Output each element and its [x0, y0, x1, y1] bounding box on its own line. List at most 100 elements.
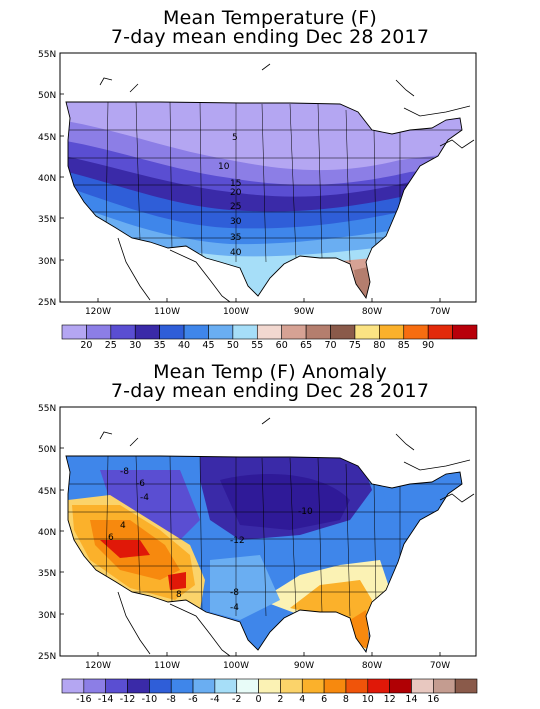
colorbar-label: -2 [231, 694, 242, 705]
colorbar-swatch [323, 678, 347, 694]
colorbar-swatch [236, 678, 259, 694]
contour-label: -12 [230, 536, 245, 546]
colorbar-label: -12 [119, 694, 136, 705]
lat-label: 35N [38, 215, 56, 225]
colorbar-swatch [452, 324, 478, 340]
colorbar-label: -4 [210, 694, 220, 705]
colorbar-label: 8 [342, 694, 349, 705]
contour-label: 20 [230, 188, 242, 198]
lon-label: 90W [294, 661, 314, 671]
lat-label: 40N [38, 174, 56, 184]
colorbar-label: 85 [397, 340, 410, 351]
top-contour-labels: 5 10 15 20 25 30 35 40 [218, 133, 242, 258]
contour-label: -4 [230, 603, 239, 613]
colorbar-swatch [354, 324, 380, 340]
lon-label: 100W [223, 661, 249, 671]
contour-label: 25 [230, 202, 241, 212]
top-ticks [60, 93, 441, 302]
colorbar-swatch [433, 678, 456, 694]
top-border-lines [99, 63, 475, 303]
lat-label: 40N [38, 528, 56, 538]
colorbar-label: 90 [422, 340, 435, 351]
contour-label: 15 [230, 179, 241, 189]
bottom-lat-labels: 55N 50N 45N 40N 35N 30N 25N [38, 404, 56, 662]
top-lat-labels: 55N 50N 45N 40N 35N 30N 25N [38, 50, 56, 308]
colorbar-label: -14 [97, 694, 114, 705]
lat-label: 55N [38, 50, 56, 60]
colorbar-label: 16 [427, 694, 440, 705]
colorbar-label: 4 [299, 694, 306, 705]
colorbar-swatch [83, 678, 106, 694]
colorbar-label: -10 [141, 694, 158, 705]
colorbar-swatch [379, 324, 405, 340]
contour-label: 4 [120, 521, 126, 531]
lat-label: 50N [38, 91, 56, 101]
colorbar-swatch [345, 678, 369, 694]
lon-label: 100W [223, 307, 249, 317]
colorbar-label: 6 [321, 694, 328, 705]
contour-label: 10 [218, 162, 230, 172]
lon-label: 70W [430, 661, 450, 671]
lon-label: 110W [154, 307, 180, 317]
colorbar-swatch [301, 678, 325, 694]
colorbar-label: -16 [76, 694, 92, 705]
colorbar-swatch [427, 324, 453, 340]
colorbar-label: 0 [255, 694, 262, 705]
bottom-border-lines [99, 417, 475, 657]
colorbar-swatch [192, 678, 216, 694]
lat-label: 35N [38, 569, 56, 579]
colorbar-label: 75 [348, 340, 361, 351]
colorbar-swatch [389, 678, 412, 694]
colorbar-swatch [258, 678, 281, 694]
colorbar-swatch [454, 678, 478, 694]
top-map-subtitle: 7-day mean ending Dec 28 2017 [110, 26, 430, 48]
colorbar-swatch [403, 324, 429, 340]
lat-label: 30N [38, 257, 56, 267]
bottom-colorbar [61, 678, 478, 694]
contour-label: 35 [230, 233, 241, 243]
lon-label: 120W [85, 661, 111, 671]
colorbar-swatch [61, 678, 85, 694]
colorbar-swatch [149, 678, 172, 694]
colorbar-label: 50 [226, 340, 239, 351]
lon-label: 80W [362, 307, 382, 317]
contour-label: 30 [230, 217, 242, 227]
colorbar-label: 14 [405, 694, 418, 705]
colorbar-swatch [305, 324, 331, 340]
contour-label: 5 [232, 133, 238, 143]
bottom-map-title: Mean Temp (F) Anomaly [153, 361, 387, 383]
lat-label: 50N [38, 445, 56, 455]
colorbar-swatch [110, 324, 136, 340]
bottom-lon-labels: 120W 110W 100W 90W 80W 70W [85, 661, 450, 671]
colorbar-label: 2 [277, 694, 284, 705]
top-lon-labels: 120W 110W 100W 90W 80W 70W [85, 307, 450, 317]
colorbar-swatch [134, 324, 160, 340]
lon-label: 110W [154, 661, 180, 671]
colorbar-label: 12 [383, 694, 396, 705]
lon-label: 120W [85, 307, 111, 317]
lat-label: 25N [38, 652, 56, 662]
contour-label: 8 [176, 590, 182, 600]
contour-label: -8 [230, 588, 239, 598]
colorbar-swatch [183, 324, 209, 340]
bottom-ticks [60, 447, 441, 656]
colorbar-swatch [159, 324, 185, 340]
contour-label: 40 [230, 248, 242, 258]
colorbar-label: 55 [251, 340, 264, 351]
colorbar-label: 80 [373, 340, 386, 351]
lat-label: 45N [38, 133, 56, 143]
colorbar-label: -8 [166, 694, 176, 705]
colorbar-swatch [61, 324, 87, 340]
bottom-map-subtitle: 7-day mean ending Dec 28 2017 [110, 380, 430, 402]
colorbar-label: 10 [361, 694, 374, 705]
colorbar-label: 35 [153, 340, 166, 351]
colorbar-swatch [208, 324, 234, 340]
contour-label: -4 [140, 493, 149, 503]
lon-label: 70W [430, 307, 450, 317]
colorbar-label: 40 [178, 340, 191, 351]
top-map-title: Mean Temperature (F) [163, 7, 377, 29]
contour-label: 6 [108, 533, 114, 543]
colorbar-label: 30 [129, 340, 142, 351]
bottom-contour-labels: -8 -6 4 -4 6 8 -12 -10 -8 -4 [108, 467, 313, 613]
